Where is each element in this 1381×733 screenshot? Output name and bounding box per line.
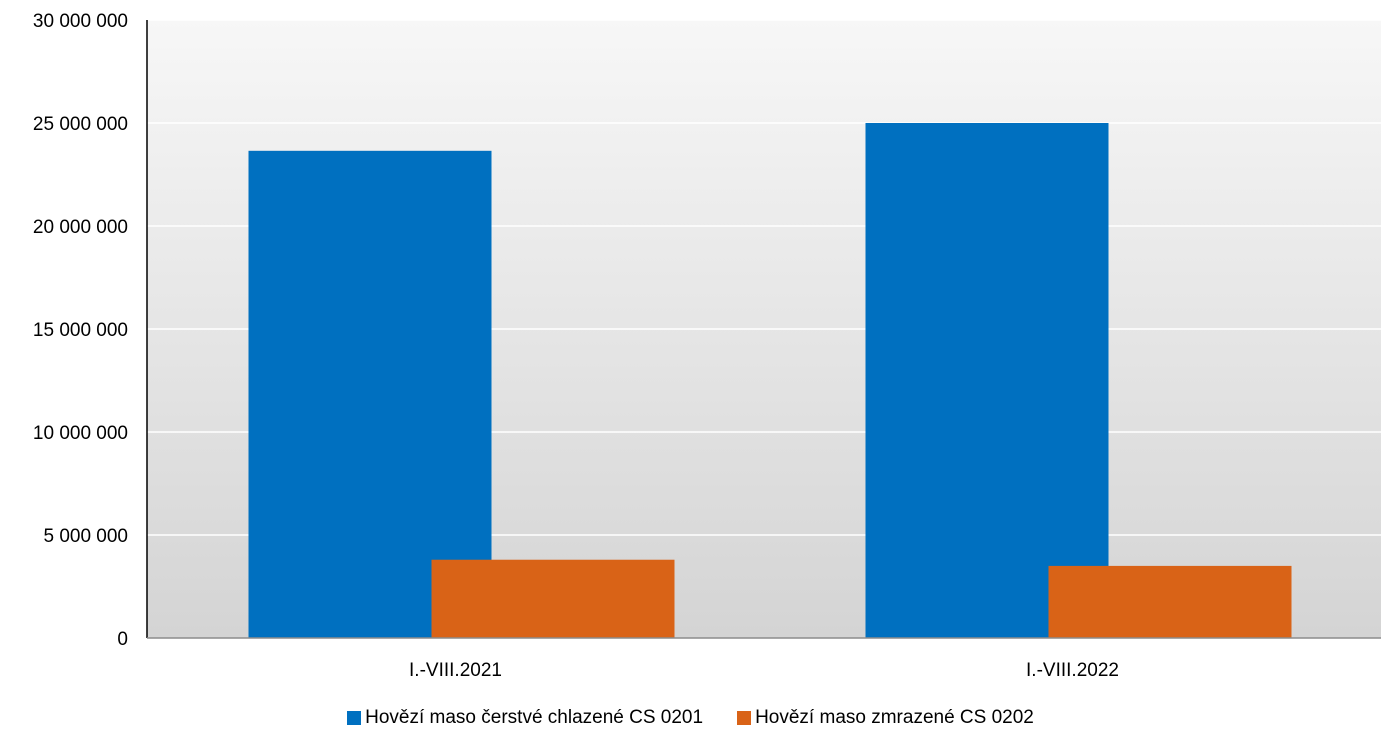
y-tick-label: 15 000 000 [33, 320, 128, 341]
legend-item: Hovězí maso čerstvé chlazené CS 0201 [347, 707, 703, 729]
x-category-labels: I.-VIII.2021 I.-VIII.2022 [409, 660, 1119, 681]
legend-label: Hovězí maso čerstvé chlazené CS 0201 [365, 707, 704, 728]
x-category-label: I.-VIII.2022 [1026, 660, 1119, 681]
legend-item: Hovězí maso zmrazené CS 0202 [737, 707, 1034, 729]
y-tick-label: 25 000 000 [33, 114, 128, 135]
legend-swatch [347, 711, 362, 725]
legend-label: Hovězí maso zmrazené CS 0202 [755, 707, 1034, 728]
y-tick-labels: 0 5 000 000 10 000 000 15 000 000 20 000 000… [33, 11, 128, 650]
y-tick-label: 0 [117, 629, 128, 650]
bar-series-2-1 [431, 559, 675, 638]
bar-series-1-1 [248, 150, 492, 638]
bars [248, 123, 1292, 638]
legend-swatch [737, 711, 752, 725]
y-tick-label: 20 000 000 [33, 217, 128, 238]
legend: Hovězí maso čerstvé chlazené CS 0201 Hově… [0, 707, 1381, 729]
y-tick-label: 30 000 000 [33, 11, 128, 32]
y-tick-label: 5 000 000 [43, 526, 128, 547]
bar-series-1-2 [865, 123, 1109, 638]
bar-series-2-2 [1048, 565, 1292, 638]
y-tick-label: 10 000 000 [33, 423, 128, 444]
x-category-label: I.-VIII.2021 [409, 660, 502, 681]
